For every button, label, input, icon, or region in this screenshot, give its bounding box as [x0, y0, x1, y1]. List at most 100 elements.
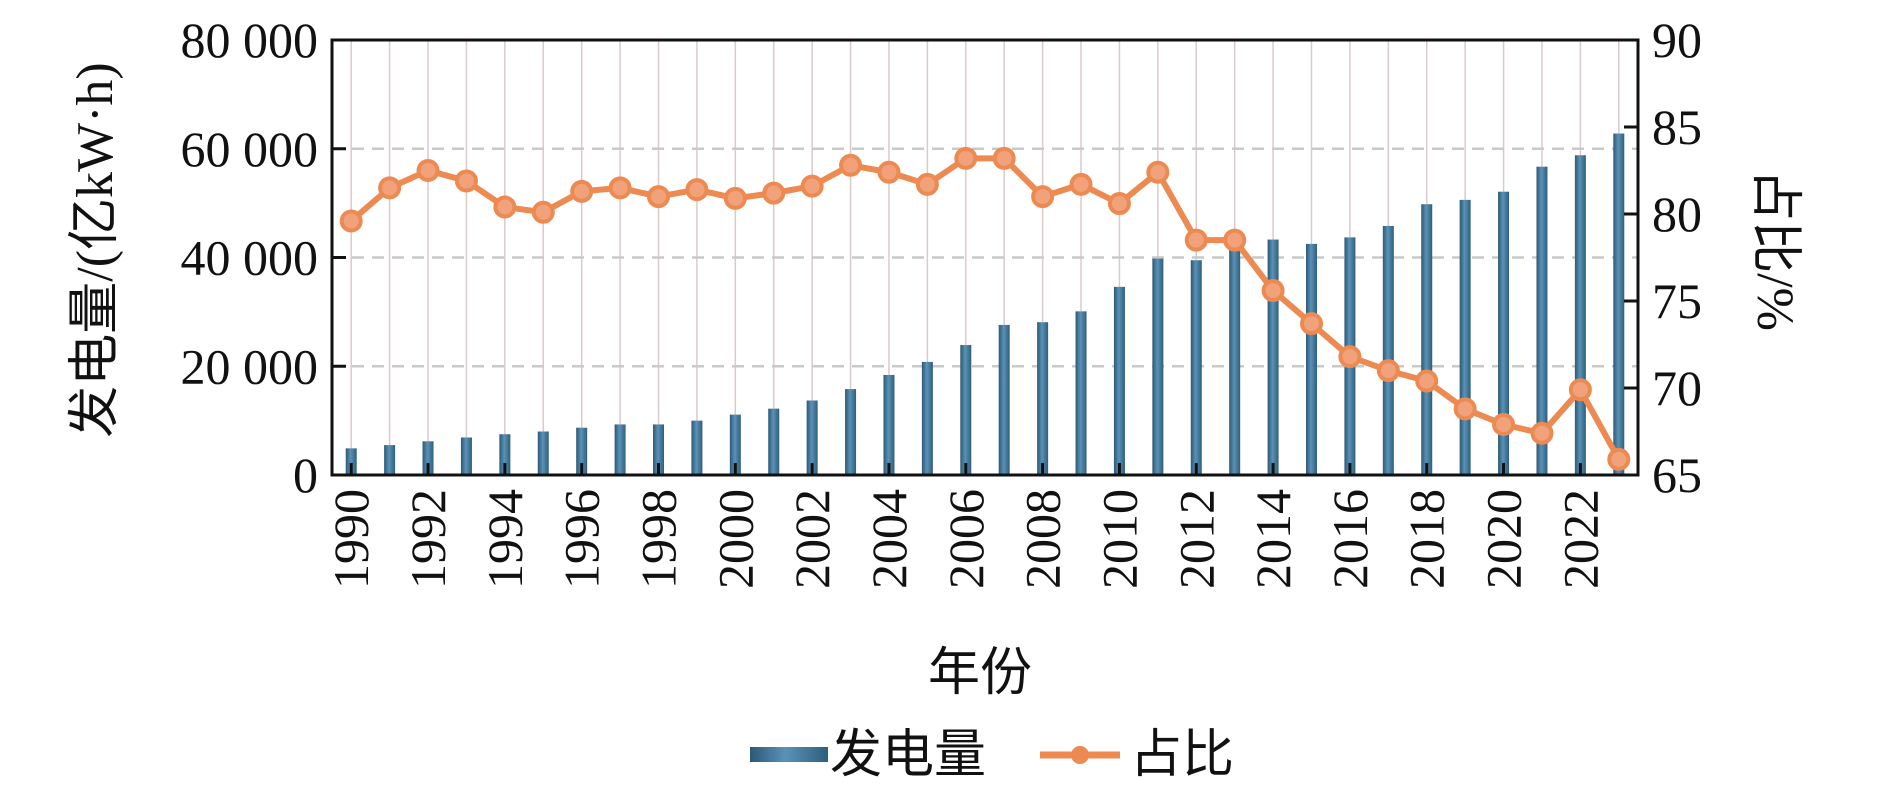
line-point	[1300, 312, 1323, 336]
bar	[1113, 286, 1125, 475]
line-point	[378, 176, 402, 200]
legend-line-marker	[1071, 746, 1089, 764]
y-right-tick-label: 85	[1652, 99, 1702, 155]
line-point	[531, 200, 555, 224]
axes: 0 20 000 40 000 60 000 80 000 65 70 75 80 85 90 199…	[181, 12, 1703, 589]
x-tick-label: 2016	[1322, 489, 1378, 589]
line-point	[339, 209, 363, 233]
line-point	[1568, 378, 1592, 402]
y-left-tick-label: 60 000	[181, 121, 319, 177]
bar	[1613, 133, 1625, 475]
line-point	[1530, 421, 1554, 445]
y-right-tick-label: 65	[1652, 447, 1702, 503]
x-tick-label: 2010	[1091, 489, 1147, 589]
bar	[729, 414, 741, 475]
line-point	[454, 169, 478, 193]
x-tick-label: 2022	[1552, 489, 1608, 589]
line-point	[1223, 228, 1247, 252]
legend-line-label: 占比	[1130, 727, 1234, 784]
line-point	[1261, 279, 1285, 303]
line-series	[339, 146, 1631, 471]
x-tick-label: 1994	[477, 489, 533, 589]
line-path	[349, 155, 1622, 461]
y-right-tick-label: 75	[1652, 273, 1702, 329]
bar	[384, 445, 396, 475]
line-point	[915, 172, 939, 196]
bar	[1267, 239, 1279, 475]
bar	[345, 448, 357, 475]
y-axis-right-label: 占比/%	[1746, 169, 1803, 331]
bar	[883, 374, 895, 475]
x-tick-label: 1998	[631, 489, 687, 589]
bar	[537, 431, 549, 475]
line-point	[493, 195, 517, 219]
x-tick-label: 2002	[784, 489, 840, 589]
x-axis-label: 年份	[928, 645, 1032, 702]
line-point	[1107, 192, 1131, 216]
y-left-tick-label: 20 000	[181, 338, 319, 394]
line-point	[723, 186, 747, 210]
bar	[1037, 322, 1049, 475]
line-point	[1492, 413, 1516, 437]
line-point	[1338, 345, 1362, 369]
y-right-tick-label: 70	[1652, 360, 1702, 416]
grid	[332, 40, 1638, 475]
bar	[1075, 311, 1087, 475]
line-point	[1376, 359, 1400, 383]
line-point	[647, 185, 670, 209]
x-tick-label: 1992	[400, 489, 456, 589]
bar	[499, 434, 511, 475]
y-right-tick-label: 90	[1652, 12, 1702, 68]
bar	[960, 345, 972, 475]
line-point	[839, 153, 863, 177]
bar	[1306, 243, 1317, 475]
x-tick-label: 1990	[323, 489, 379, 589]
bar	[768, 408, 780, 475]
x-tick-label: 2018	[1399, 489, 1455, 589]
x-tick-label: 2020	[1476, 489, 1532, 589]
legend-bar-label: 发电量	[830, 727, 986, 784]
bar	[1421, 204, 1433, 475]
bar	[691, 420, 703, 475]
line-point	[1031, 185, 1055, 209]
line-point	[1146, 160, 1170, 184]
bar	[422, 441, 434, 475]
line-point	[800, 174, 824, 198]
line-point	[416, 159, 440, 182]
bar	[998, 324, 1010, 475]
y-left-tick-label: 80 000	[181, 12, 319, 68]
y-axis-left-label: 发电量/(亿kW·h)	[67, 62, 124, 437]
y-left-tick-label: 0	[293, 447, 318, 503]
legend-bar-swatch	[750, 747, 828, 762]
bar	[653, 424, 664, 475]
bar-series	[345, 133, 1625, 476]
line-point	[685, 178, 709, 202]
bar	[1190, 260, 1202, 475]
bar	[1382, 225, 1394, 475]
line-point	[1607, 447, 1631, 471]
bar	[1459, 199, 1471, 476]
x-tick-label: 2014	[1245, 489, 1301, 589]
x-tick-label: 1996	[554, 489, 610, 589]
bar	[1536, 166, 1548, 475]
bar	[845, 389, 857, 475]
line-point	[570, 179, 594, 203]
line-point	[877, 160, 901, 184]
bar	[614, 424, 626, 475]
line-point	[762, 181, 786, 205]
bar	[1498, 191, 1510, 476]
line-point	[608, 176, 632, 200]
y-left-tick-label: 40 000	[181, 230, 319, 286]
line-point	[1453, 397, 1477, 421]
y-right-tick-label: 80	[1652, 186, 1702, 242]
line-point	[954, 146, 978, 170]
bar	[921, 361, 933, 475]
x-tick-label: 2000	[707, 489, 763, 589]
line-point	[1184, 228, 1208, 252]
x-tick-label: 2006	[938, 489, 994, 589]
line-point	[1415, 369, 1439, 393]
line-point	[1069, 172, 1093, 196]
bar	[576, 427, 588, 475]
bar	[806, 400, 818, 475]
